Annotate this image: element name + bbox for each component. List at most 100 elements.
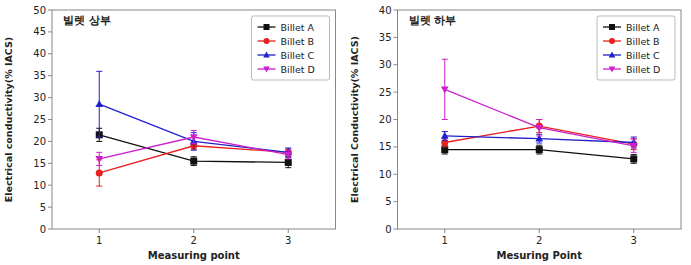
error-bar — [442, 132, 448, 141]
legend-label: Billet B — [281, 36, 315, 47]
legend-marker — [609, 38, 615, 44]
y-tick-label: 25 — [379, 87, 392, 98]
figure: 05101520253035404550123Measuring pointEl… — [0, 0, 691, 265]
y-tick-label: 10 — [379, 169, 392, 180]
legend: Billet A Billet B Billet C Billet D — [597, 16, 675, 80]
y-tick-label: 30 — [33, 92, 46, 103]
legend: Billet A Billet B Billet C Billet D — [252, 16, 330, 80]
annotation: 빌렛 하부 — [409, 14, 457, 26]
legend-label: Billet D — [281, 64, 315, 75]
y-tick — [394, 146, 398, 147]
y-tick — [48, 75, 52, 76]
legend-marker — [263, 67, 270, 73]
y-tick-label: 15 — [33, 158, 46, 169]
y-tick-label: 45 — [33, 26, 46, 37]
y-tick-label: 0 — [385, 224, 391, 235]
y-tick — [48, 141, 52, 142]
y-tick — [394, 119, 398, 120]
y-tick — [48, 53, 52, 54]
error-bar — [96, 152, 102, 165]
y-tick-label: 30 — [379, 59, 392, 70]
x-axis-label: Measuring point — [148, 250, 240, 261]
error-bar — [191, 130, 197, 143]
error-bar — [631, 155, 637, 164]
y-tick-label: 20 — [379, 114, 392, 125]
y-tick — [394, 174, 398, 175]
x-tick-label: 1 — [442, 235, 448, 246]
point — [630, 143, 638, 150]
y-tick — [394, 229, 398, 230]
x-tick — [539, 229, 540, 233]
x-tick-label: 2 — [536, 235, 542, 246]
series — [441, 120, 637, 150]
series-line — [445, 89, 634, 145]
y-tick-label: 15 — [379, 141, 392, 152]
legend-label: Billet C — [626, 50, 660, 61]
error-bar — [96, 71, 102, 137]
x-tick-label: 2 — [191, 235, 197, 246]
x-tick — [99, 229, 100, 233]
error-bar — [631, 139, 637, 152]
x-tick — [288, 229, 289, 233]
series-line — [99, 104, 288, 152]
plot-area — [95, 71, 292, 186]
legend-label: Billet A — [281, 22, 315, 33]
error-bar — [191, 157, 197, 166]
x-tick — [193, 229, 194, 233]
y-tick-label: 20 — [33, 136, 46, 147]
y-tick — [48, 185, 52, 186]
y-tick-label: 35 — [379, 32, 392, 43]
legend-box — [597, 16, 675, 80]
y-tick-label: 5 — [40, 202, 46, 213]
y-tick — [394, 201, 398, 202]
y-tick-label: 25 — [33, 114, 46, 125]
legend-box — [252, 16, 330, 80]
point — [535, 125, 543, 132]
annotation: 빌렛 상부 — [63, 14, 111, 26]
point — [441, 132, 449, 139]
y-tick-label: 40 — [379, 5, 392, 16]
point — [441, 87, 449, 94]
y-tick — [48, 31, 52, 32]
legend-marker — [609, 51, 616, 57]
point — [284, 152, 292, 159]
legend-label: Billet B — [626, 36, 660, 47]
series — [95, 130, 292, 165]
point — [190, 158, 197, 165]
plot-frame — [52, 10, 336, 229]
y-tick — [394, 37, 398, 38]
point — [630, 155, 637, 162]
y-tick — [48, 163, 52, 164]
y-tick-label: 10 — [33, 180, 46, 191]
panel: 0510152025303540123Mesuring PointElectri… — [349, 5, 682, 262]
point — [285, 159, 292, 166]
series — [95, 71, 292, 156]
y-tick-label: 50 — [33, 5, 46, 16]
legend-marker — [264, 24, 270, 30]
legend-label: Billet D — [626, 64, 660, 75]
x-axis-label: Mesuring Point — [497, 250, 583, 261]
legend-marker — [263, 51, 270, 57]
y-tick — [48, 119, 52, 120]
legend-label: Billet A — [626, 22, 660, 33]
x-tick-label: 3 — [631, 235, 637, 246]
x-tick-label: 3 — [285, 235, 291, 246]
x-tick-label: 1 — [96, 235, 102, 246]
point — [536, 146, 543, 153]
y-tick — [48, 97, 52, 98]
error-bar — [536, 145, 542, 154]
point — [95, 156, 103, 163]
y-tick-label: 35 — [33, 70, 46, 81]
y-tick-label: 0 — [40, 224, 46, 235]
error-bar — [285, 150, 291, 159]
y-tick — [48, 10, 52, 11]
y-tick-label: 40 — [33, 48, 46, 59]
legend-marker — [609, 24, 615, 30]
x-tick — [444, 229, 445, 233]
legend-marker — [609, 67, 616, 73]
legend-label: Billet C — [281, 50, 315, 61]
y-tick — [48, 207, 52, 208]
panel: 05101520253035404550123Measuring pointEl… — [3, 5, 336, 262]
y-tick — [394, 64, 398, 65]
y-tick-label: 5 — [385, 196, 391, 207]
